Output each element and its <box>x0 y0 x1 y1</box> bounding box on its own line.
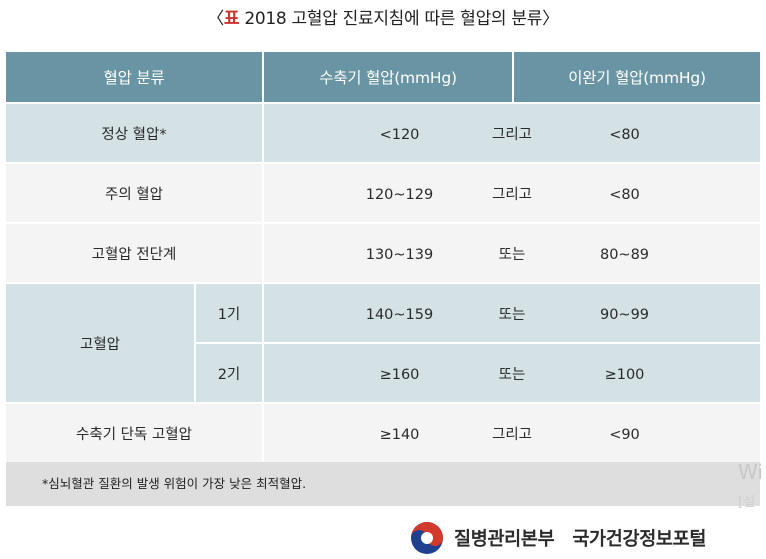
footer-portal-name: 국가건강정보포털 <box>572 529 707 550</box>
header-diastolic: 이완기 혈압(mmHg) <box>513 52 760 103</box>
title-close-bracket: 〉 <box>542 9 559 29</box>
footer-brand: 질병관리본부 국가건강정보포털 <box>410 520 706 556</box>
diastolic-value: <80 <box>609 186 640 203</box>
systolic-value: ≥160 <box>379 366 420 383</box>
systolic-value: 140~159 <box>365 306 434 323</box>
table-row: 수축기 단독 고혈압 ≥140 그리고 <90 <box>6 402 760 462</box>
conjunction: 그리고 <box>491 426 533 443</box>
conjunction: 또는 <box>498 366 526 383</box>
watermark-subtext: [설 <box>738 495 756 510</box>
table-row: 주의 혈압 120~129 그리고 <80 <box>6 162 760 223</box>
conjunction: 그리고 <box>491 126 533 143</box>
systolic-value: 130~139 <box>365 246 434 263</box>
conjunction: 또는 <box>498 246 526 263</box>
watermark-text: Wi <box>738 460 763 484</box>
diastolic-value: ≥100 <box>604 366 645 383</box>
row-category: 고혈압 <box>6 282 196 403</box>
row-category: 주의 혈압 <box>6 162 264 223</box>
footnote: *심뇌혈관 질환의 발생 위험이 가장 낮은 최적혈압. <box>6 462 760 506</box>
table-row: 고혈압 전단계 130~139 또는 80~89 <box>6 222 760 283</box>
row-values: ≥160 또는 ≥100 <box>263 342 760 403</box>
title-open-bracket: 〈 <box>207 9 224 29</box>
row-stage: 1기 <box>195 282 264 343</box>
row-values: 140~159 또는 90~99 <box>263 282 760 343</box>
conjunction: 그리고 <box>491 186 533 203</box>
title-text: 2018 고혈압 진료지침에 따른 혈압의 분류 <box>239 9 543 29</box>
table-title: 〈표 2018 고혈압 진료지침에 따른 혈압의 분류〉 <box>0 4 766 30</box>
title-tag: 표 <box>223 9 240 29</box>
row-category: 정상 혈압* <box>6 102 264 163</box>
diastolic-value: 80~89 <box>599 246 650 263</box>
table-row: 정상 혈압* <120 그리고 <80 <box>6 102 760 163</box>
row-stage: 2기 <box>195 342 264 403</box>
row-category: 고혈압 전단계 <box>6 222 264 283</box>
header-category: 혈압 분류 <box>6 52 264 103</box>
systolic-value: <120 <box>379 126 420 143</box>
row-values: 130~139 또는 80~89 <box>263 222 760 283</box>
table-header-row: 혈압 분류 수축기 혈압(mmHg) 이완기 혈압(mmHg) <box>6 52 760 103</box>
footer-org-name: 질병관리본부 <box>454 529 555 550</box>
systolic-value: 120~129 <box>365 186 434 203</box>
systolic-value: ≥140 <box>379 426 420 443</box>
row-category: 수축기 단독 고혈압 <box>6 402 264 462</box>
diastolic-value: 90~99 <box>599 306 650 323</box>
table-row: 2기 ≥160 또는 ≥100 <box>6 342 760 403</box>
kcdc-taegeuk-logo-icon <box>411 522 443 554</box>
row-values: ≥140 그리고 <90 <box>263 402 760 462</box>
row-values: 120~129 그리고 <80 <box>263 162 760 223</box>
row-values: <120 그리고 <80 <box>263 102 760 163</box>
diastolic-value: <80 <box>609 126 640 143</box>
blood-pressure-table: 혈압 분류 수축기 혈압(mmHg) 이완기 혈압(mmHg) 정상 혈압* <… <box>6 52 760 462</box>
header-systolic: 수축기 혈압(mmHg) <box>263 52 514 103</box>
table-row: 고혈압 1기 140~159 또는 90~99 <box>6 282 760 403</box>
conjunction: 또는 <box>498 306 526 323</box>
diastolic-value: <90 <box>609 426 640 443</box>
